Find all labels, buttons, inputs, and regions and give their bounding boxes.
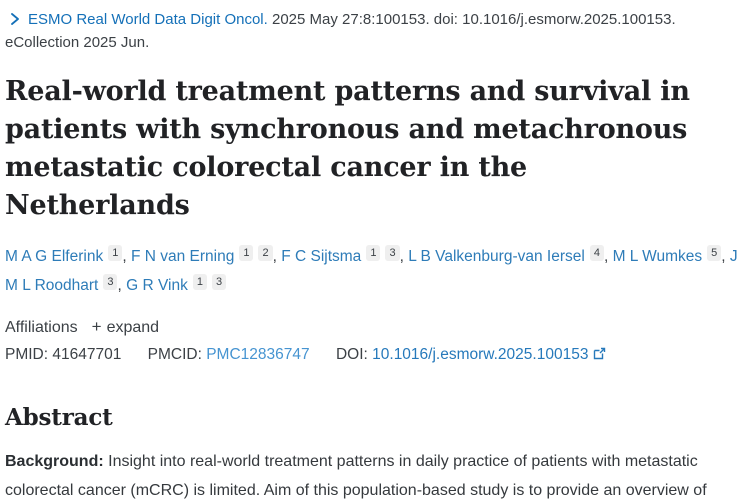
abstract-background-text: Insight into real-world treatment patter… <box>5 453 707 499</box>
doi-group: DOI: 10.1016/j.esmorw.2025.100153 <box>336 346 607 363</box>
author-separator: , <box>122 248 131 265</box>
pmcid-group: PMCID: PMC12836747 <box>148 346 310 363</box>
expand-label: expand <box>106 319 160 336</box>
pmid-group: PMID: 41647701 <box>5 346 121 363</box>
author-separator: , <box>603 248 613 265</box>
author-link[interactable]: F C Sijtsma <box>281 248 362 265</box>
citation-ecollection: eCollection 2025 Jun. <box>5 34 150 51</box>
expand-affiliations-button[interactable]: + expand <box>92 317 159 337</box>
article-page: ESMO Real World Data Digit Oncol. 2025 M… <box>5 8 744 500</box>
author-separator: , <box>117 277 127 294</box>
author-link[interactable]: M A G Elferink <box>5 248 104 265</box>
author-affiliation-badge: 3 <box>385 245 400 261</box>
author-affiliation-badge: 1 <box>239 245 254 261</box>
author-separator: , <box>272 248 282 265</box>
affiliations-row: Affiliations + expand <box>5 317 744 337</box>
author-separator: , <box>399 248 409 265</box>
journal-link[interactable]: ESMO Real World Data Digit Oncol. <box>28 11 268 28</box>
chevron-right-icon <box>9 9 21 25</box>
plus-icon: + <box>91 317 102 336</box>
page-title: Real-world treatment patterns and surviv… <box>5 76 690 221</box>
author-affiliation-badge: 4 <box>589 245 604 261</box>
author-separator: , <box>721 248 730 265</box>
pmcid-label: PMCID: <box>147 346 202 363</box>
author-affiliation-badge: 1 <box>192 274 207 290</box>
authors-list: M A G Elferink 1, F N van Erning 1 2, F C S… <box>5 242 744 300</box>
doi-link[interactable]: 10.1016/j.esmorw.2025.100153 <box>372 346 589 363</box>
pmid-value: 41647701 <box>52 346 122 363</box>
citation-line: ESMO Real World Data Digit Oncol. 2025 M… <box>5 8 744 54</box>
author-link[interactable]: L B Valkenburg-van Iersel <box>408 248 585 265</box>
author-link[interactable]: J M L Roodhart <box>5 248 738 294</box>
citation-details: 2025 May 27:8:100153. doi: 10.1016/j.esm… <box>271 11 676 28</box>
affiliations-label: Affiliations <box>5 319 78 336</box>
doi-label: DOI: <box>335 346 368 363</box>
author-affiliation-badge: 3 <box>211 274 227 290</box>
pmcid-link[interactable]: PMC12836747 <box>206 346 310 363</box>
pmid-label: PMID: <box>5 346 49 363</box>
author-affiliation-badge: 2 <box>258 245 273 261</box>
author-link[interactable]: F N van Erning <box>130 248 235 265</box>
abstract-background-label: Background: <box>5 453 104 470</box>
author-affiliation-badge: 5 <box>707 245 722 261</box>
author-affiliation-badge: 3 <box>103 274 118 290</box>
author-affiliation-badge: 1 <box>366 245 381 261</box>
identifiers-row: PMID: 41647701 PMCID: PMC12836747 DOI: 1… <box>5 346 744 364</box>
author-link[interactable]: M L Wumkes <box>612 248 703 265</box>
abstract-heading: Abstract <box>5 404 113 431</box>
author-link[interactable]: G R Vink <box>126 277 188 294</box>
abstract-background-paragraph: Background: Insight into real-world trea… <box>5 448 744 500</box>
external-link-icon <box>593 347 606 360</box>
author-affiliation-badge: 1 <box>108 245 123 261</box>
